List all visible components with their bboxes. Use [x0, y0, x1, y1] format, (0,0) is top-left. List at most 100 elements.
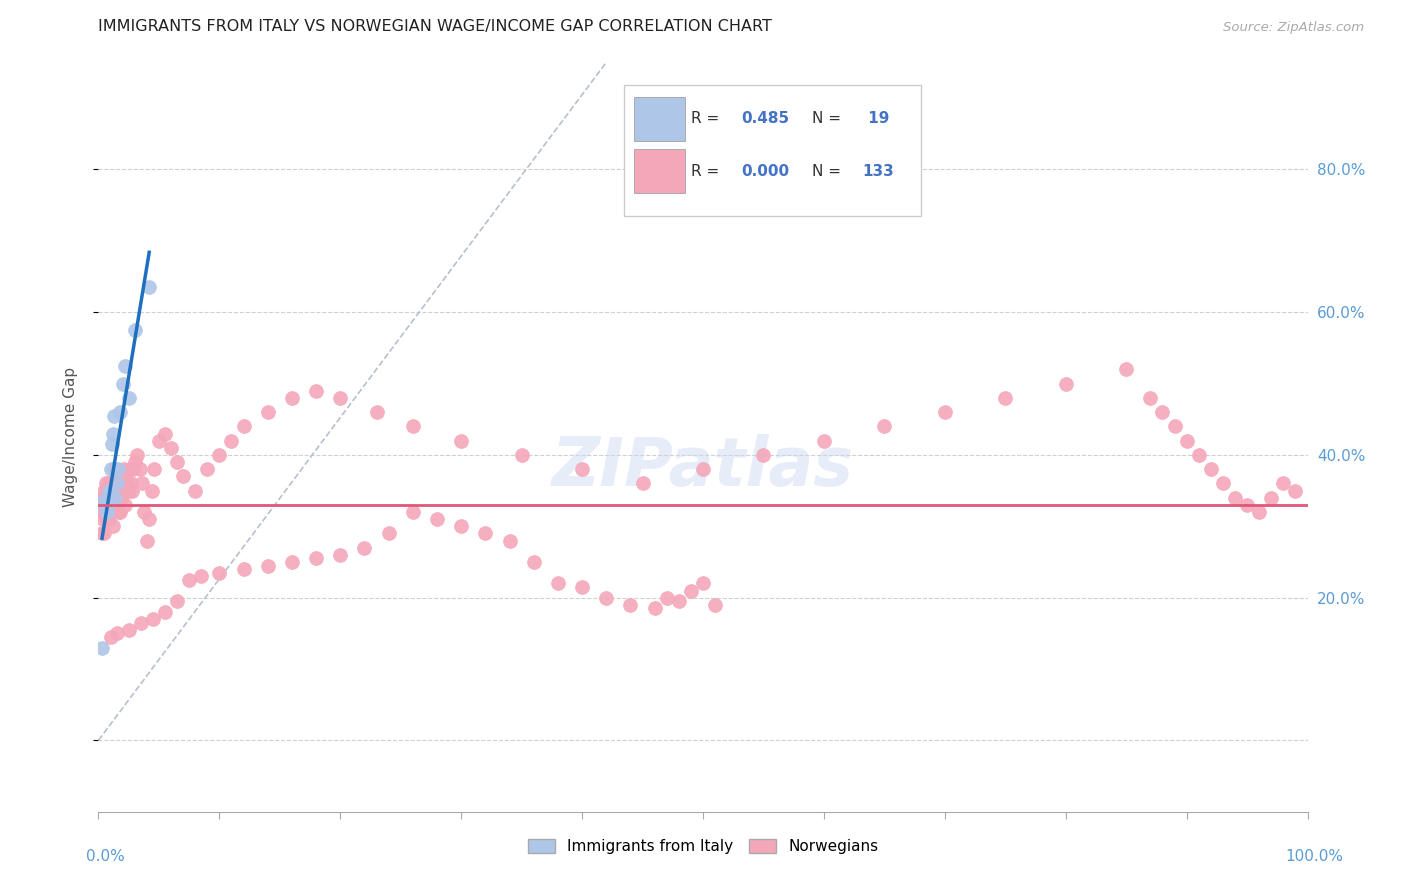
Point — [118, 462, 141, 476]
Point — [103, 409, 125, 423]
Point — [112, 462, 135, 476]
Text: IMMIGRANTS FROM ITALY VS NORWEGIAN WAGE/INCOME GAP CORRELATION CHART: IMMIGRANTS FROM ITALY VS NORWEGIAN WAGE/… — [98, 20, 772, 34]
Point — [1236, 498, 1258, 512]
Point — [105, 476, 128, 491]
Point — [108, 405, 131, 419]
Point — [100, 491, 122, 505]
Point — [107, 469, 129, 483]
Point — [91, 526, 114, 541]
Point — [668, 594, 690, 608]
Point — [148, 434, 170, 448]
Point — [114, 359, 136, 373]
Point — [166, 455, 188, 469]
Point — [100, 505, 122, 519]
Point — [153, 426, 176, 441]
Point — [101, 426, 124, 441]
Point — [118, 391, 141, 405]
Point — [510, 448, 533, 462]
Point — [256, 558, 278, 573]
Point — [934, 405, 956, 419]
Point — [135, 533, 157, 548]
Point — [138, 280, 160, 294]
Text: 0.000: 0.000 — [742, 163, 790, 178]
Point — [127, 448, 149, 462]
Point — [111, 376, 134, 391]
Point — [523, 555, 546, 569]
Point — [107, 462, 129, 476]
Text: N =: N = — [811, 112, 845, 126]
Point — [101, 483, 124, 498]
Point — [644, 601, 666, 615]
Point — [1212, 476, 1234, 491]
Point — [98, 491, 121, 505]
FancyBboxPatch shape — [634, 96, 685, 141]
Point — [1175, 434, 1198, 448]
Point — [93, 494, 115, 508]
Point — [1188, 448, 1211, 462]
Point — [377, 526, 399, 541]
Point — [1199, 462, 1222, 476]
Point — [108, 491, 131, 505]
Y-axis label: Wage/Income Gap: Wage/Income Gap — [63, 367, 77, 508]
Point — [450, 434, 472, 448]
Point — [232, 562, 254, 576]
Point — [100, 462, 122, 476]
Point — [221, 434, 243, 448]
Point — [111, 469, 134, 483]
Point — [402, 505, 425, 519]
Point — [232, 419, 254, 434]
Point — [256, 405, 278, 419]
Point — [1260, 491, 1282, 505]
Point — [104, 491, 127, 505]
Point — [103, 462, 125, 476]
Point — [547, 576, 569, 591]
Point — [131, 476, 153, 491]
Point — [692, 576, 714, 591]
Point — [679, 583, 702, 598]
Point — [329, 548, 352, 562]
Point — [143, 462, 166, 476]
Text: ZIPatlas: ZIPatlas — [553, 434, 853, 500]
Point — [108, 505, 131, 519]
Point — [752, 448, 775, 462]
Point — [124, 455, 146, 469]
Point — [1163, 419, 1185, 434]
Point — [111, 476, 134, 491]
Point — [141, 483, 163, 498]
Point — [498, 533, 520, 548]
Point — [128, 462, 150, 476]
Point — [134, 505, 156, 519]
Point — [105, 476, 128, 491]
Point — [94, 501, 117, 516]
Point — [474, 526, 496, 541]
Text: 19: 19 — [863, 112, 889, 126]
Point — [104, 476, 127, 491]
Point — [91, 505, 114, 519]
Point — [121, 483, 143, 498]
Point — [138, 512, 160, 526]
Point — [103, 476, 125, 491]
Point — [281, 391, 304, 405]
Point — [90, 491, 112, 505]
Point — [110, 491, 132, 505]
Point — [118, 623, 141, 637]
Point — [100, 630, 122, 644]
Point — [281, 555, 304, 569]
Point — [179, 573, 201, 587]
Point — [114, 498, 136, 512]
Legend: Immigrants from Italy, Norwegians: Immigrants from Italy, Norwegians — [522, 833, 884, 860]
Point — [96, 512, 118, 526]
Point — [108, 469, 131, 483]
Point — [208, 566, 231, 580]
Point — [195, 462, 218, 476]
Text: 0.485: 0.485 — [742, 112, 790, 126]
Point — [994, 391, 1017, 405]
Point — [1115, 362, 1137, 376]
Text: 100.0%: 100.0% — [1285, 849, 1344, 863]
Point — [631, 476, 654, 491]
Point — [105, 491, 128, 505]
Point — [97, 491, 120, 505]
Point — [1272, 476, 1295, 491]
Point — [571, 580, 593, 594]
Text: 133: 133 — [863, 163, 894, 178]
